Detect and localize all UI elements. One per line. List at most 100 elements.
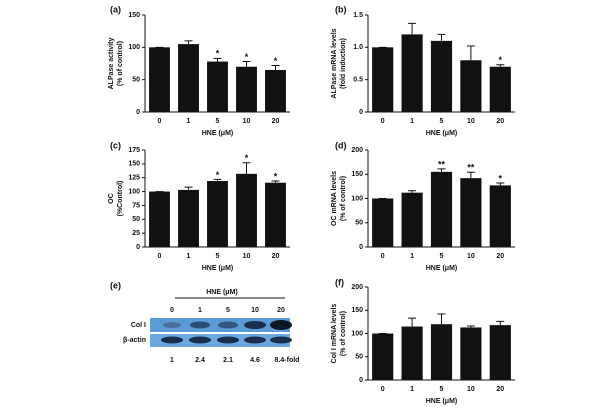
y-axis-label: (% of control) <box>340 311 347 356</box>
panel-label: (a) <box>110 4 121 14</box>
bar <box>430 171 453 247</box>
x-tick-label: 20 <box>496 118 504 125</box>
y-axis-label: (% of control) <box>340 176 347 221</box>
band <box>190 321 210 329</box>
y-tick-label: 1.0 <box>353 44 363 51</box>
error-bar <box>496 64 505 67</box>
error-bar <box>466 325 475 328</box>
x-tick-label: 5 <box>440 253 444 260</box>
x-tick-label: 10 <box>243 118 251 125</box>
x-tick-label: 0 <box>158 253 162 260</box>
error-bar <box>408 317 417 327</box>
row-label: Col I <box>131 322 146 329</box>
error-bar <box>496 182 505 186</box>
band <box>189 336 211 344</box>
y-tick-label: 0 <box>359 109 363 116</box>
panel-label: (e) <box>110 280 121 290</box>
band <box>218 321 238 329</box>
bar <box>401 34 423 112</box>
band <box>244 336 266 344</box>
bar <box>265 69 286 112</box>
bar <box>430 40 453 112</box>
bar <box>401 192 423 247</box>
bar <box>236 66 257 112</box>
annotation: * <box>499 173 503 183</box>
bar <box>178 189 199 247</box>
blot-panel: (e) HNE (μM) 0 1 5 10 20 Col I β-actin 1 2.4 2.1 4… <box>110 280 299 363</box>
y-tick-label: 0 <box>136 244 140 251</box>
x-tick-label: 20 <box>496 386 504 393</box>
x-axis-label: HNE (μM) <box>426 398 458 405</box>
fold-label: 1 <box>170 357 174 364</box>
blot-header: HNE (μM) <box>206 289 238 296</box>
y-tick-label: 200 <box>351 284 363 291</box>
panel-label: (f) <box>335 277 344 287</box>
y-tick-label: 0 <box>359 244 363 251</box>
bar <box>149 191 170 247</box>
error-bar <box>184 186 193 190</box>
x-tick-label: 20 <box>272 253 280 260</box>
y-tick-label: 200 <box>351 147 363 154</box>
bar <box>178 44 199 112</box>
x-tick-label: 0 <box>381 386 385 393</box>
x-tick-label: 5 <box>440 118 444 125</box>
x-tick-label: 20 <box>272 118 280 125</box>
x-tick-label: 1 <box>410 118 414 125</box>
bar <box>207 181 228 247</box>
y-tick-label: 0 <box>136 109 140 116</box>
annotation: * <box>245 52 249 62</box>
y-tick-label: 125 <box>128 175 140 182</box>
y-tick-label: 50 <box>132 77 140 84</box>
band <box>163 322 181 328</box>
bar <box>460 60 482 112</box>
x-tick-label: 1 <box>187 253 191 260</box>
lane-label: 10 <box>251 307 259 314</box>
x-tick-label: 10 <box>243 253 251 260</box>
y-axis-label: OC mRNA levels <box>331 171 338 226</box>
panel-label: (b) <box>335 4 347 14</box>
band <box>161 336 183 344</box>
x-tick-label: 0 <box>381 253 385 260</box>
y-tick-label: 100 <box>128 188 140 195</box>
panel-label: (c) <box>110 140 121 150</box>
x-tick-label: 10 <box>467 118 475 125</box>
lane-label: 20 <box>277 307 285 314</box>
x-tick-label: 0 <box>158 118 162 125</box>
y-axis-label: ALPase activity <box>108 38 115 90</box>
fold-label: 8.4-fold <box>275 357 300 364</box>
lane-label: 0 <box>170 307 174 314</box>
x-tick-label: 20 <box>496 253 504 260</box>
bar <box>489 325 511 380</box>
error-bar <box>213 57 222 62</box>
y-axis-label: (% of control) <box>117 41 124 86</box>
y-tick-label: 50 <box>355 220 363 227</box>
band <box>270 320 292 330</box>
x-tick-label: 5 <box>216 253 220 260</box>
lane-label: 5 <box>226 307 230 314</box>
x-axis-label: HNE (μM) <box>426 265 458 272</box>
y-tick-label: 1.5 <box>353 12 363 19</box>
annotation: ** <box>467 163 475 173</box>
error-bar <box>184 40 193 45</box>
y-tick-label: 75 <box>132 202 140 209</box>
band <box>244 321 266 329</box>
bar <box>236 173 257 247</box>
y-tick-label: 150 <box>351 171 363 178</box>
y-tick-label: 100 <box>351 195 363 202</box>
fold-label: 2.1 <box>223 357 233 364</box>
y-tick-label: 0.5 <box>353 77 363 84</box>
error-bar <box>213 178 222 182</box>
x-axis-label: HNE (μM) <box>202 265 234 272</box>
row-label: β-actin <box>123 337 146 344</box>
y-tick-label: 100 <box>351 330 363 337</box>
y-axis-label: Col I mRNA levels <box>331 304 338 364</box>
x-tick-label: 1 <box>410 386 414 393</box>
x-tick-label: 1 <box>410 253 414 260</box>
y-tick-label: 150 <box>351 307 363 314</box>
error-bar <box>271 64 280 70</box>
bar <box>372 333 394 380</box>
bar <box>460 327 482 380</box>
x-axis-label: HNE (μM) <box>202 130 234 137</box>
error-bar <box>437 168 446 172</box>
bar <box>430 324 453 380</box>
